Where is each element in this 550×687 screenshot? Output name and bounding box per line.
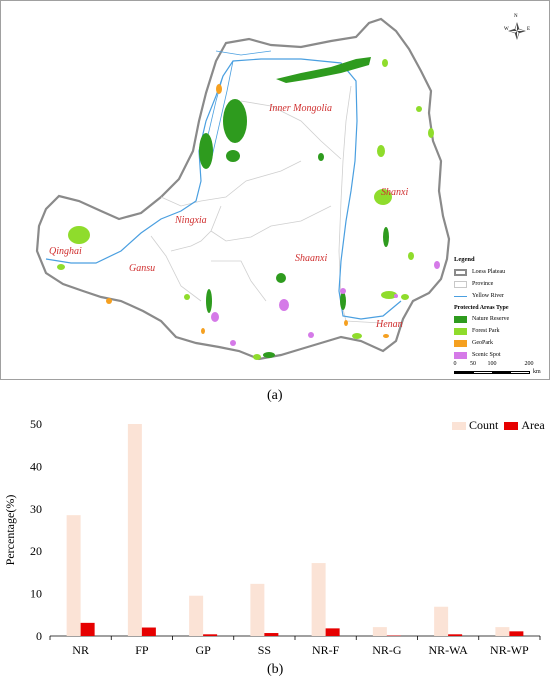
legend-subtitle: Protected Areas Type bbox=[454, 305, 509, 311]
legend-item-area: Area bbox=[504, 418, 545, 433]
scale-tick-label: 0 bbox=[453, 361, 457, 367]
bar-area bbox=[80, 622, 95, 636]
bar-count bbox=[495, 627, 510, 636]
bar-count bbox=[189, 595, 204, 636]
bar-count bbox=[66, 515, 81, 636]
legend-type-geopark: GeoPark bbox=[454, 338, 546, 348]
map-legend: Legend Loess Plateau Province Yellow Riv… bbox=[454, 256, 546, 362]
bar-area bbox=[325, 628, 340, 636]
plateau-swatch bbox=[454, 268, 467, 276]
legend-item-label: Scenic Spot bbox=[472, 352, 501, 358]
bar-count bbox=[311, 563, 326, 636]
bar-count bbox=[127, 424, 142, 636]
x-tick-label: NR-F bbox=[312, 643, 340, 657]
y-tick-label: 40 bbox=[30, 459, 42, 473]
legend-item-label: Loess Plateau bbox=[472, 269, 506, 275]
panel-b-label: (b) bbox=[267, 662, 284, 677]
legend-item-label: Nature Reserve bbox=[472, 316, 510, 322]
chart-legend: Count Area bbox=[452, 418, 545, 433]
compass-e-label: E bbox=[527, 27, 531, 32]
y-axis-label: Percentage(%) bbox=[3, 495, 17, 566]
forest-park-areas bbox=[57, 59, 434, 360]
loess-plateau-map bbox=[35, 17, 526, 361]
y-tick-label: 30 bbox=[30, 502, 42, 516]
legend-type-scenic-spot: Scenic Spot bbox=[454, 350, 546, 360]
x-tick-label: GP bbox=[195, 643, 211, 657]
geopark-swatch bbox=[454, 339, 467, 347]
protected-areas-bar-chart: 0 10 20 30 40 50 Percentage(%) NR FP GP SS NR-F NR-G… bbox=[3, 417, 541, 657]
legend-item-river: Yellow River bbox=[454, 291, 546, 301]
count-swatch bbox=[452, 421, 466, 430]
province-label-inner-mongolia: Inner Mongolia bbox=[269, 103, 333, 114]
x-tick-label: NR-WP bbox=[490, 643, 529, 657]
loess-plateau-boundary bbox=[35, 17, 451, 361]
legend-title: Legend bbox=[454, 256, 475, 263]
bar-count bbox=[372, 627, 387, 636]
legend-type-forest-park: Forest Park bbox=[454, 326, 546, 336]
bar-area bbox=[203, 634, 218, 636]
province-label-gansu: Gansu bbox=[129, 263, 156, 274]
scale-bar-graphic bbox=[454, 371, 530, 374]
scenic-spot-areas bbox=[211, 261, 440, 346]
province-swatch bbox=[454, 280, 467, 288]
province-boundaries bbox=[150, 85, 382, 324]
bar-count bbox=[250, 583, 265, 636]
legend-item-label: Forest Park bbox=[472, 328, 500, 334]
legend-label-area: Area bbox=[521, 418, 545, 432]
geopark-areas bbox=[106, 84, 389, 338]
legend-item-province: Province bbox=[454, 279, 546, 289]
scale-tick-label: 200 bbox=[524, 361, 534, 367]
y-tick-label: 10 bbox=[30, 587, 42, 601]
province-label-ningxia: Ningxia bbox=[175, 215, 207, 226]
province-label-shaanxi: Shaanxi bbox=[295, 253, 328, 264]
scale-tick-label: 100 bbox=[487, 361, 497, 367]
x-tick-label: NR-G bbox=[372, 643, 402, 657]
bar-area bbox=[509, 631, 524, 636]
x-tick-label: SS bbox=[258, 643, 271, 657]
province-label-henan: Henan bbox=[376, 319, 403, 330]
legend-item-label: GeoPark bbox=[472, 340, 493, 346]
bar-area bbox=[264, 633, 279, 636]
province-label-shanxi: Shanxi bbox=[381, 187, 409, 198]
x-tick-label: NR bbox=[72, 643, 89, 657]
bar-count bbox=[434, 606, 449, 636]
scale-bar: 0 50 100 200 km bbox=[454, 361, 544, 377]
nature-reserve-areas bbox=[199, 57, 389, 358]
y-tick-label: 0 bbox=[36, 629, 42, 643]
scale-unit: km bbox=[533, 369, 541, 375]
scale-tick-label: 50 bbox=[470, 361, 476, 367]
x-tick-label: FP bbox=[135, 643, 149, 657]
legend-item-label: Yellow River bbox=[472, 293, 504, 299]
legend-item-count: Count bbox=[452, 418, 498, 433]
area-swatch bbox=[504, 421, 519, 430]
bar-area bbox=[141, 627, 156, 636]
compass-w-label: W bbox=[504, 27, 509, 32]
river-swatch bbox=[454, 295, 467, 297]
y-tick-label: 20 bbox=[30, 544, 42, 558]
province-label-qinghai: Qinghai bbox=[49, 246, 82, 257]
legend-type-nature-reserve: Nature Reserve bbox=[454, 314, 546, 324]
map-panel: N W E Inner Mongolia Shanxi Ningxia Qing… bbox=[0, 0, 550, 380]
nature-reserve-swatch bbox=[454, 315, 467, 323]
north-arrow-icon bbox=[508, 22, 526, 40]
bar-area bbox=[448, 634, 463, 636]
scenic-spot-swatch bbox=[454, 351, 467, 359]
y-tick-label: 50 bbox=[30, 417, 42, 431]
panel-a-label: (a) bbox=[267, 388, 283, 403]
legend-item-label: Province bbox=[472, 281, 494, 287]
x-tick-label: NR-WA bbox=[428, 643, 468, 657]
legend-label-count: Count bbox=[469, 418, 499, 432]
compass-n-label: N bbox=[514, 14, 518, 19]
legend-item-plateau: Loess Plateau bbox=[454, 267, 546, 277]
forest-park-swatch bbox=[454, 327, 467, 335]
